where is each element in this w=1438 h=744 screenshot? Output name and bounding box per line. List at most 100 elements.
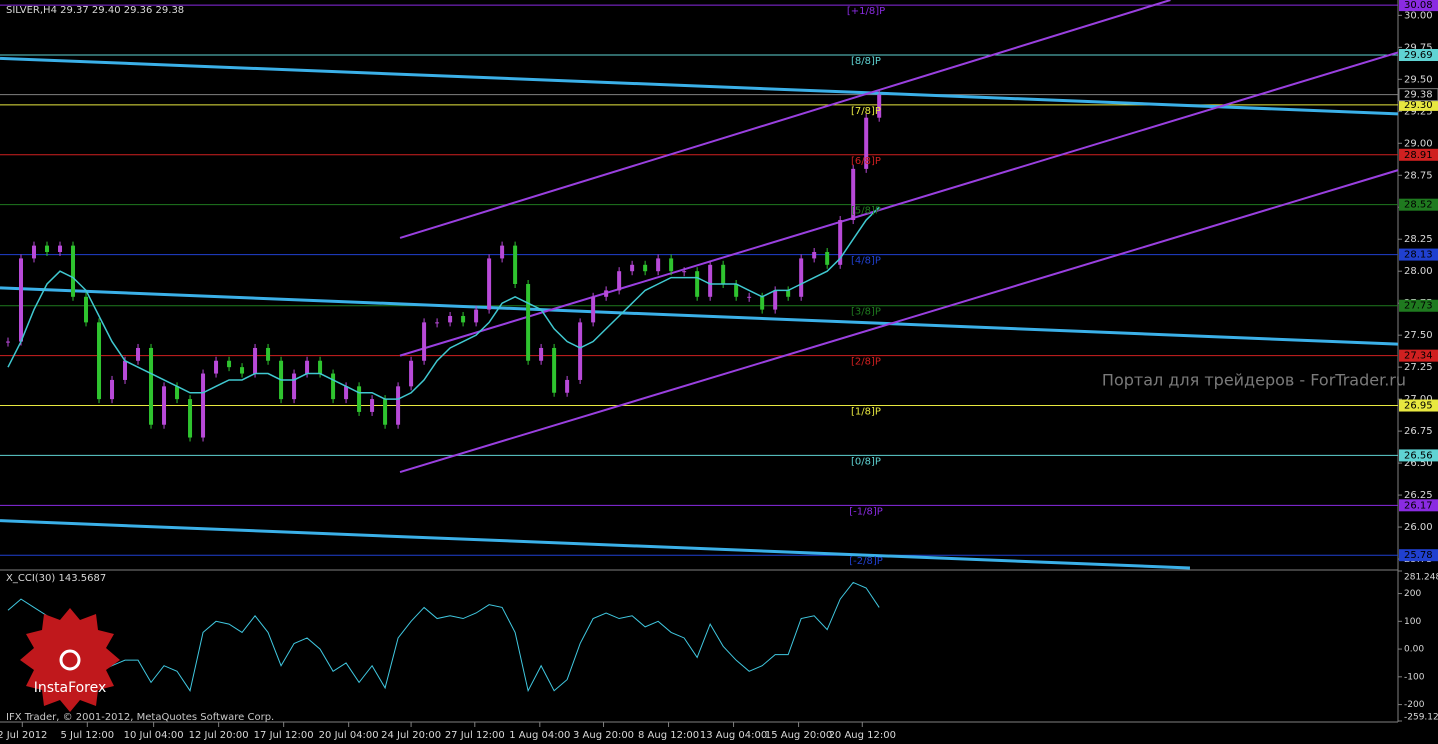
logo-icon <box>59 649 81 671</box>
candle <box>292 373 297 400</box>
candle <box>266 347 271 361</box>
level-price-box <box>1399 299 1438 312</box>
x-tick-label: 1 Aug 04:00 <box>509 730 570 741</box>
candle <box>409 360 414 387</box>
cci-tick-label: 100 <box>1404 617 1421 627</box>
candle <box>773 290 778 310</box>
candle <box>240 367 245 374</box>
candle <box>188 399 193 438</box>
level-price-label: 29.30 <box>1404 100 1433 111</box>
level-price-label: 28.52 <box>1404 200 1433 211</box>
trendline <box>0 56 1399 116</box>
candle <box>396 386 401 425</box>
candle <box>97 322 102 400</box>
x-tick-label: 24 Jul 20:00 <box>381 730 441 741</box>
last-price-label: 29.38 <box>1404 90 1433 101</box>
cci-tick-label: -200 <box>1404 700 1425 710</box>
candle <box>136 347 141 361</box>
x-tick-label: 5 Jul 12:00 <box>61 730 115 741</box>
level-price-label: 27.73 <box>1404 301 1433 312</box>
candle <box>162 386 167 425</box>
trendline <box>399 0 1171 239</box>
candle <box>110 379 115 400</box>
candle <box>539 347 544 361</box>
candle <box>617 271 622 291</box>
x-tick-label: 15 Aug 20:00 <box>765 730 832 741</box>
candle <box>227 360 232 368</box>
y-tick-label: 28.00 <box>1404 266 1433 277</box>
candle <box>318 360 323 374</box>
level-label: [0/8]P <box>851 456 881 467</box>
candle <box>565 379 570 393</box>
watermark: Портал для трейдеров - ForTrader.ru <box>1102 371 1406 390</box>
candle <box>383 399 388 425</box>
candle <box>838 220 843 265</box>
level-price-label: 28.91 <box>1404 150 1433 161</box>
x-tick-label: 3 Aug 20:00 <box>573 730 634 741</box>
y-tick-label: 26.75 <box>1404 426 1433 437</box>
candle <box>18 258 23 342</box>
level-price-box <box>1399 98 1438 111</box>
candle <box>474 309 479 323</box>
x-tick-label: 13 Aug 04:00 <box>700 730 767 741</box>
level-price-box <box>1399 148 1438 161</box>
level-label: [3/8]P <box>851 307 881 318</box>
level-label: [2/8]P <box>851 357 881 368</box>
cci-tick-label: 200 <box>1404 589 1421 599</box>
candle <box>435 322 440 324</box>
level-price-box <box>1399 399 1438 412</box>
level-price-label: 26.17 <box>1404 500 1433 511</box>
candle <box>84 296 89 323</box>
x-tick-label: 2 Jul 2012 <box>0 730 47 741</box>
candle <box>695 271 700 297</box>
candle <box>149 347 154 425</box>
y-tick-label: 30.00 <box>1404 10 1433 21</box>
cci-line <box>7 581 880 693</box>
candle <box>58 245 63 253</box>
candle <box>461 315 466 323</box>
level-label: [-2/8]P <box>849 556 883 567</box>
x-tick-label: 20 Aug 12:00 <box>829 730 896 741</box>
candle <box>526 284 531 361</box>
candle <box>682 271 687 273</box>
x-tick-label: 10 Jul 04:00 <box>124 730 184 741</box>
level-price-box <box>1399 349 1438 362</box>
y-tick-label: 26.50 <box>1404 458 1433 469</box>
x-tick-label: 27 Jul 12:00 <box>445 730 505 741</box>
level-price-box <box>1399 449 1438 462</box>
x-tick-label: 20 Jul 04:00 <box>319 730 379 741</box>
candle <box>825 252 830 265</box>
candle <box>864 117 869 169</box>
level-price-label: 30.08 <box>1404 0 1433 11</box>
candle <box>643 264 648 272</box>
level-price-label: 28.13 <box>1404 250 1433 261</box>
level-price-label: 26.95 <box>1404 401 1433 412</box>
x-tick-label: 17 Jul 12:00 <box>254 730 314 741</box>
level-label: [+1/8]P <box>847 6 885 17</box>
level-label: [7/8]P <box>851 106 881 117</box>
candle <box>578 322 583 380</box>
candle <box>721 264 726 284</box>
level-price-label: 26.56 <box>1404 450 1433 461</box>
candle <box>422 322 427 361</box>
level-price-box <box>1399 248 1438 261</box>
level-price-box <box>1399 549 1438 562</box>
chart-title: SILVER,H4 29.37 29.40 29.36 29.38 <box>6 5 184 16</box>
y-tick-label: 28.75 <box>1404 170 1433 181</box>
candle <box>734 284 739 297</box>
copyright: IFX Trader, © 2001-2012, MetaQuotes Soft… <box>6 712 274 723</box>
trendline <box>399 169 1399 474</box>
candle <box>214 360 219 374</box>
level-label: [6/8]P <box>851 156 881 167</box>
level-price-box <box>1399 49 1438 62</box>
candle <box>513 245 518 284</box>
level-price-label: 29.69 <box>1404 50 1433 61</box>
candle <box>71 245 76 297</box>
level-price-box <box>1399 198 1438 211</box>
level-price-label: 27.34 <box>1404 351 1433 362</box>
candle <box>370 399 375 412</box>
candle <box>45 245 50 253</box>
